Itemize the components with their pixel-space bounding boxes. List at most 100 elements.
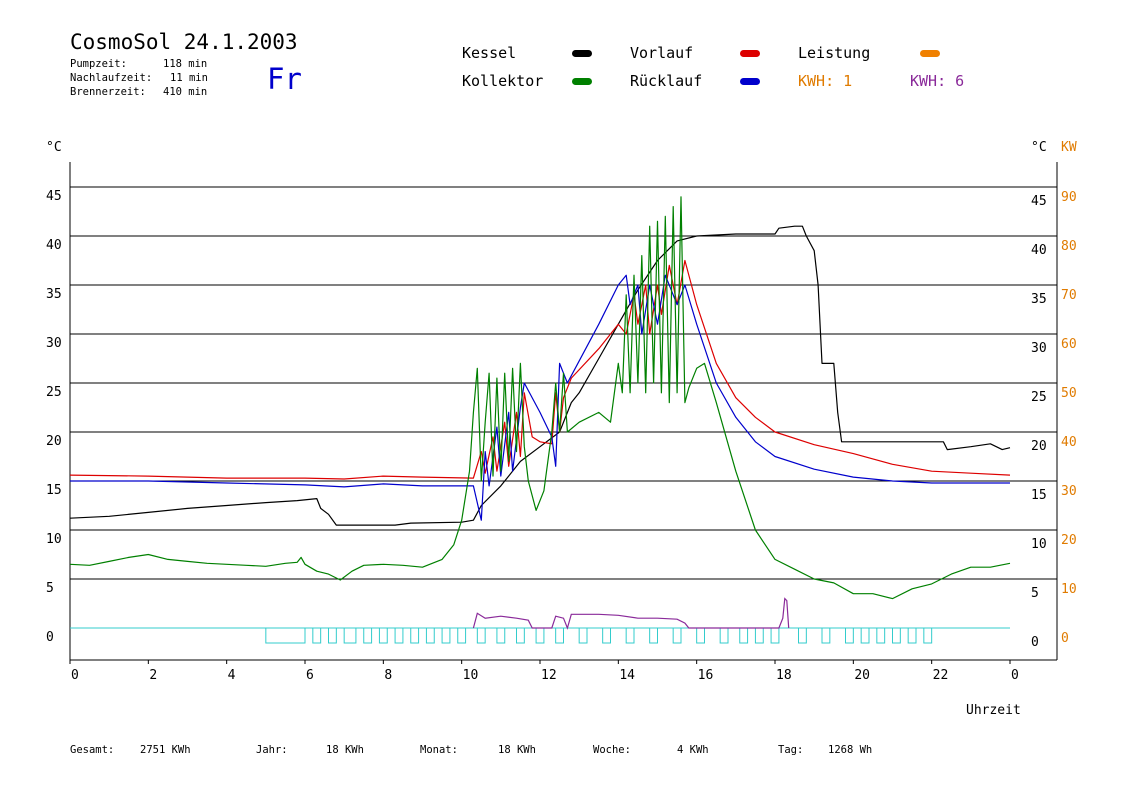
pump-pulse <box>696 627 706 644</box>
y-axis-label-kw: KW <box>1061 140 1077 155</box>
y-tick-right: 0 <box>1031 635 1039 650</box>
x-tick-label: 0 <box>1011 668 1019 683</box>
brennerzeit-label: Brennerzeit: <box>70 86 146 98</box>
pump-pulse <box>394 627 404 644</box>
x-tick-label: 0 <box>71 668 79 683</box>
pump-pulse <box>328 627 337 644</box>
weekday-label: Fr <box>267 62 302 96</box>
pumpzeit-value: 118 min <box>163 58 208 70</box>
chart-title: CosmoSol 24.1.2003 <box>70 30 298 54</box>
x-axis-label: Uhrzeit <box>966 703 1021 718</box>
kwh-1-label: KWH: 1 <box>798 72 853 90</box>
y-tick-right: 40 <box>1031 243 1047 258</box>
pump-pulse <box>739 627 749 644</box>
x-tick-label: 6 <box>306 668 314 683</box>
brennerzeit-value: 410 min <box>163 86 208 98</box>
pump-pulse <box>845 627 854 644</box>
pump-pulse <box>876 627 886 644</box>
x-tick-label: 14 <box>619 668 635 683</box>
legend-leistung-label: Leistung <box>798 44 871 62</box>
series-line-ruecklauf <box>70 274 1010 521</box>
legend-kessel-label: Kessel <box>462 44 517 62</box>
pump-pulse <box>343 627 357 644</box>
pump-pulse <box>265 627 306 644</box>
pump-pulse <box>907 627 917 644</box>
legend-leistung-swatch <box>920 50 940 57</box>
pump-pulse <box>363 627 373 644</box>
monat-label: Monat: <box>420 744 458 756</box>
monat-value: 18 KWh <box>498 744 536 756</box>
pump-pulse <box>410 627 420 644</box>
pump-pulse <box>923 627 933 644</box>
y-tick-right: 10 <box>1031 537 1047 552</box>
y-tick-kw: 0 <box>1061 631 1069 646</box>
gesamt-label: Gesamt: <box>70 744 115 756</box>
x-tick-label: 2 <box>149 668 157 683</box>
pump-pulse <box>754 627 764 644</box>
y-tick-kw: 80 <box>1061 239 1077 254</box>
y-tick-kw: 10 <box>1061 582 1077 597</box>
y-tick-left: 35 <box>46 287 62 302</box>
y-tick-left: 25 <box>46 385 62 400</box>
pump-pulse <box>535 627 545 644</box>
x-tick-label: 16 <box>698 668 714 683</box>
y-tick-right: 35 <box>1031 292 1047 307</box>
legend-kollektor-label: Kollektor <box>462 72 544 90</box>
tag-value: 1268 Wh <box>828 744 873 756</box>
y-tick-left: 40 <box>46 238 62 253</box>
x-tick-label: 18 <box>776 668 792 683</box>
y-tick-right: 30 <box>1031 341 1047 356</box>
pump-pulse <box>496 627 506 644</box>
y-tick-right: 15 <box>1031 488 1047 503</box>
pump-pulse <box>860 627 870 644</box>
y-tick-kw: 40 <box>1061 435 1077 450</box>
x-tick-label: 10 <box>463 668 479 683</box>
legend-vorlauf-swatch <box>740 50 760 57</box>
pump-pulse <box>719 627 729 644</box>
y-axis-label-left: °C <box>46 140 62 155</box>
legend-vorlauf-label: Vorlauf <box>630 44 694 62</box>
y-tick-left: 0 <box>46 630 54 645</box>
y-tick-right: 25 <box>1031 390 1047 405</box>
series-line-kollektor <box>69 196 1011 600</box>
pumpzeit-label: Pumpzeit: <box>70 58 127 70</box>
series-line-vorlauf <box>69 259 1011 480</box>
pump-pulse <box>672 627 682 644</box>
jahr-label: Jahr: <box>256 744 288 756</box>
y-tick-kw: 30 <box>1061 484 1077 499</box>
pump-pulse <box>892 627 901 644</box>
y-tick-right: 45 <box>1031 194 1047 209</box>
x-tick-label: 8 <box>384 668 392 683</box>
kwh-6-label: KWH: 6 <box>910 72 965 90</box>
pump-pulse <box>798 627 807 644</box>
nachlaufzeit-value: 11 min <box>170 72 208 84</box>
y-tick-left: 5 <box>46 581 54 596</box>
x-tick-label: 22 <box>933 668 949 683</box>
pump-pulse <box>770 627 780 644</box>
y-tick-kw: 50 <box>1061 386 1077 401</box>
jahr-value: 18 KWh <box>326 744 364 756</box>
pump-pulse <box>457 627 467 644</box>
y-tick-left: 10 <box>46 532 62 547</box>
x-tick-label: 12 <box>541 668 557 683</box>
pump-pulse <box>602 627 612 644</box>
pump-pulse <box>555 627 565 644</box>
y-tick-left: 30 <box>46 336 62 351</box>
woche-label: Woche: <box>593 744 631 756</box>
y-tick-right: 5 <box>1031 586 1039 601</box>
series-line-kessel <box>69 225 1011 526</box>
legend-ruecklauf-label: Rücklauf <box>630 72 703 90</box>
x-tick-label: 4 <box>228 668 236 683</box>
tag-label: Tag: <box>778 744 804 756</box>
pump-pulse <box>378 627 388 644</box>
pump-pulse <box>516 627 525 644</box>
y-tick-kw: 70 <box>1061 288 1077 303</box>
pump-pulse <box>649 627 659 644</box>
woche-value: 4 KWh <box>677 744 709 756</box>
legend-ruecklauf-swatch <box>740 78 760 85</box>
pump-pulse <box>578 627 588 644</box>
pump-pulse <box>425 627 435 644</box>
y-tick-kw: 60 <box>1061 337 1077 352</box>
pump-pulse <box>441 627 451 644</box>
legend-kessel-swatch <box>572 50 592 57</box>
